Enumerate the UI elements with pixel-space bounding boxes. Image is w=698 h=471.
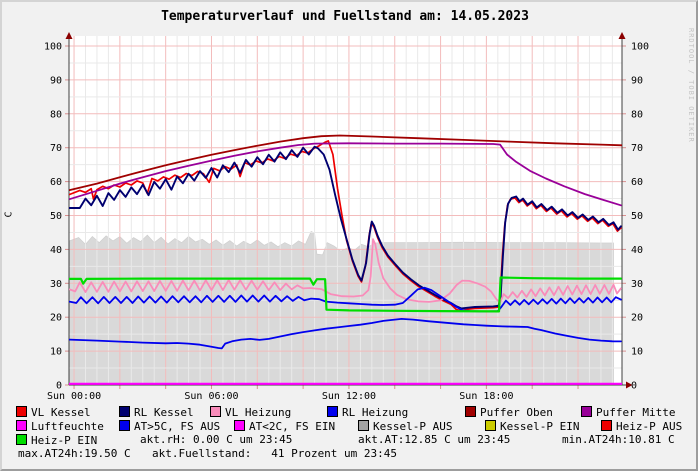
- stat-text: akt.AT:12.85 C um 23:45: [358, 434, 510, 446]
- legend-swatch: [465, 406, 476, 417]
- stat-text: akt.Fuellstand: 41 Prozent um 23:45: [152, 448, 397, 460]
- y-tick-label-right: 60: [631, 177, 643, 188]
- legend-item: Puffer Mitte: [581, 406, 675, 418]
- tick-labels: 0 0 10 10 20 20 30 30 40 40 50 50 60 60 70 70 80 80 90 90 10…: [44, 42, 649, 403]
- y-tick-label-right: 20: [631, 313, 643, 324]
- legend-item: VL Heizung: [210, 406, 291, 418]
- y-tick-label-left: 50: [50, 211, 62, 222]
- x-tick-label: Sun 00:00: [47, 391, 101, 402]
- y-tick-label-left: 40: [50, 245, 62, 256]
- legend-label: Heiz-P EIN: [31, 434, 98, 447]
- y-tick-label-right: 70: [631, 143, 643, 154]
- legend-item: Puffer Oben: [465, 406, 553, 418]
- legend-label: Heiz-P AUS: [616, 420, 683, 433]
- legend-label: akt.AT:12.85 C um 23:45: [358, 433, 511, 446]
- legend-label: RL Kessel: [134, 406, 194, 419]
- legend-label: VL Heizung: [225, 406, 292, 419]
- legend-item: RL Kessel: [119, 406, 194, 418]
- legend-label: AT<2C, FS EIN: [249, 420, 336, 433]
- legend-label: min.AT24h:10.81 C: [562, 433, 675, 446]
- series-at-aussentemperatur-at-5c-fs-aus: [69, 317, 622, 350]
- series-heiz-p-ein: [69, 276, 622, 313]
- legend-label: AT>5C, FS AUS: [134, 420, 221, 433]
- y-tick-label-right: 90: [631, 75, 643, 86]
- legend-swatch: [581, 406, 592, 417]
- legend-swatch: [119, 420, 130, 431]
- legend-label: akt.rH: 0.00 C um 23:45: [140, 433, 293, 446]
- stat-text: akt.rH: 0.00 C um 23:45: [140, 434, 292, 446]
- rrdtool-watermark: RRDTOOL / TOBI OETIKER: [687, 28, 695, 143]
- y-tick-label-left: 20: [50, 313, 62, 324]
- y-tick-label-left: 100: [44, 42, 62, 53]
- legend-swatch: [16, 420, 27, 431]
- legend-label: Puffer Oben: [480, 406, 553, 419]
- legend-swatch: [16, 434, 27, 445]
- y-tick-label-left: 30: [50, 279, 62, 290]
- legend-swatch: [358, 420, 369, 431]
- legend-swatch: [234, 420, 245, 431]
- y-tick-label-left: 0: [56, 381, 62, 392]
- legend-item: Kessel-P AUS: [358, 420, 452, 432]
- y-tick-label-left: 10: [50, 347, 62, 358]
- legend-item: Heiz-P EIN: [16, 434, 97, 446]
- chart-series: [69, 134, 622, 385]
- legend-item: AT<2C, FS EIN: [234, 420, 335, 432]
- stat-text: max.AT24h:19.50 C: [18, 448, 131, 460]
- series-puffer-oben: [69, 134, 622, 192]
- y-tick-label-right: 100: [631, 42, 649, 53]
- y-tick-label-right: 40: [631, 245, 643, 256]
- legend-item: RL Heizung: [327, 406, 408, 418]
- y-tick-label-right: 50: [631, 211, 643, 222]
- legend-swatch: [327, 406, 338, 417]
- legend-label: max.AT24h:19.50 C: [18, 447, 131, 460]
- series-rl-heizung: [69, 286, 622, 313]
- legend-label: RL Heizung: [342, 406, 409, 419]
- legend-item: Heiz-P AUS: [601, 420, 682, 432]
- x-tick-label: Sun 06:00: [184, 391, 238, 402]
- y-tick-label-right: 0: [631, 381, 637, 392]
- y-tick-label-right: 10: [631, 347, 643, 358]
- legend-label: VL Kessel: [31, 406, 91, 419]
- legend-item: AT>5C, FS AUS: [119, 420, 220, 432]
- y-tick-label-left: 70: [50, 143, 62, 154]
- series-rl-kessel: [69, 145, 622, 310]
- y-tick-label-left: 90: [50, 75, 62, 86]
- y-tick-label-right: 30: [631, 279, 643, 290]
- series-vl-heizung: [69, 238, 622, 304]
- chart-canvas: 0 0 10 10 20 20 30 30 40 40 50 50 60 60 70 70 80 80 90 90 10…: [44, 32, 649, 403]
- y-tick-label-right: 80: [631, 109, 643, 120]
- x-tick-label: Sun 12:00: [322, 391, 376, 402]
- legend-swatch: [601, 420, 612, 431]
- legend-label: Kessel-P EIN: [500, 420, 580, 433]
- legend: VL Kessel RL Kessel VL Heizung RL Heizung Pu…: [2, 406, 696, 468]
- x-tick-label: Sun 18:00: [459, 391, 513, 402]
- y-tick-label-left: 80: [50, 109, 62, 120]
- axes: [65, 32, 633, 389]
- legend-label: Luftfeuchte: [31, 420, 104, 433]
- page-title: Temperaturverlauf und Fuellstand am: 14.…: [161, 9, 529, 24]
- legend-label: akt.Fuellstand: 41 Prozent um 23:45: [152, 447, 398, 460]
- legend-item: VL Kessel: [16, 406, 91, 418]
- legend-item: Kessel-P EIN: [485, 420, 579, 432]
- legend-swatch: [16, 406, 27, 417]
- stat-text: min.AT24h:10.81 C: [562, 434, 675, 446]
- series-puffer-mitte: [69, 142, 622, 207]
- legend-swatch: [119, 406, 130, 417]
- y-tick-label-left: 60: [50, 177, 62, 188]
- legend-label: Kessel-P AUS: [373, 420, 453, 433]
- legend-item: Luftfeuchte: [16, 420, 104, 432]
- legend-swatch: [210, 406, 221, 417]
- legend-label: Puffer Mitte: [596, 406, 676, 419]
- legend-swatch: [485, 420, 496, 431]
- grid: [69, 36, 622, 385]
